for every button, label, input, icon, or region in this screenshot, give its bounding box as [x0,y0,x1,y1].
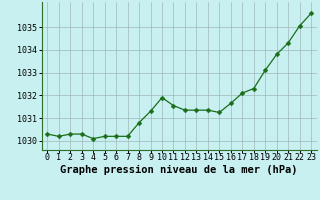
X-axis label: Graphe pression niveau de la mer (hPa): Graphe pression niveau de la mer (hPa) [60,165,298,175]
